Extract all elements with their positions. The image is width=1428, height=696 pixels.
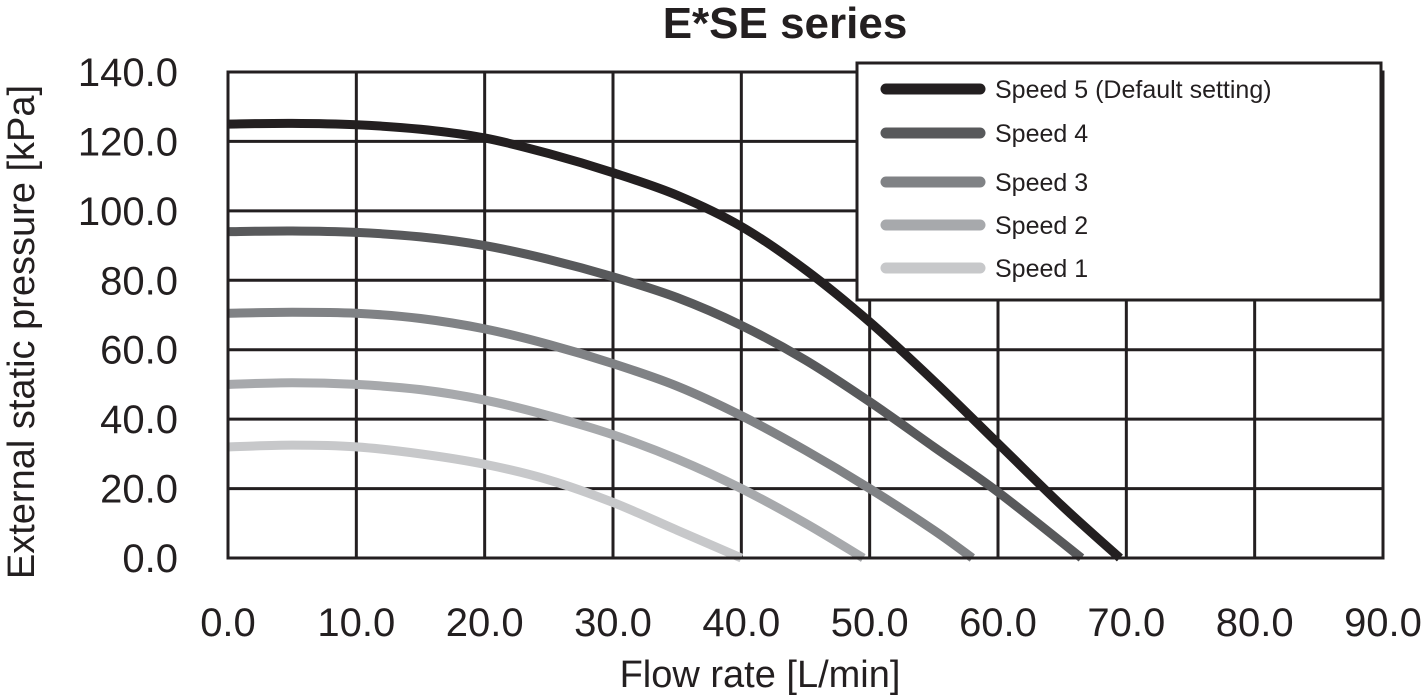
series-lines (227, 118, 1123, 563)
y-tick-label: 0.0 (122, 537, 178, 581)
y-tick-label: 120.0 (78, 120, 178, 164)
plot-frame (226, 70, 1385, 560)
series-line-speed-4 (227, 226, 1085, 562)
y-tick-label: 80.0 (100, 259, 178, 303)
x-tick-label: 20.0 (446, 601, 524, 645)
x-tick-label: 70.0 (1087, 601, 1165, 645)
legend-label: Speed 5 (Default setting) (995, 76, 1272, 104)
y-axis-label: External static pressure [kPa] (1, 85, 43, 579)
legend-label: Speed 1 (995, 255, 1088, 283)
legend: Speed 5 (Default setting) Speed 4 Speed 3 S… (855, 61, 1383, 302)
y-tick-label: 140.0 (78, 51, 178, 95)
x-tick-label: 10.0 (317, 601, 395, 645)
chart-title: E*SE series (663, 0, 908, 48)
series-line-speed-2 (227, 378, 866, 562)
x-tick-label: 80.0 (1216, 601, 1294, 645)
series-line-speed-3 (227, 307, 975, 562)
y-tick-label: 60.0 (100, 329, 178, 373)
y-tick-label: 40.0 (100, 398, 178, 442)
x-tick-label: 60.0 (959, 601, 1037, 645)
x-axis-ticks: 0.0 10.0 20.0 30.0 40.0 50.0 60.0 70.0 80.0 90.0 (200, 601, 1422, 645)
x-tick-label: 0.0 (200, 601, 256, 645)
legend-label: Speed 4 (995, 120, 1088, 148)
series-line-speed-5 (227, 118, 1123, 562)
x-axis-label: Flow rate [L/min] (620, 654, 901, 696)
x-tick-label: 90.0 (1344, 601, 1422, 645)
x-tick-label: 30.0 (574, 601, 652, 645)
y-tick-label: 100.0 (78, 190, 178, 234)
series-line-speed-1 (227, 440, 744, 563)
legend-label: Speed 2 (995, 212, 1088, 240)
y-tick-label: 20.0 (100, 468, 178, 512)
legend-label: Speed 3 (995, 169, 1088, 197)
y-axis-ticks: 0.0 20.0 40.0 60.0 80.0 100.0 120.0 140.0 (78, 51, 178, 581)
x-tick-label: 50.0 (831, 601, 909, 645)
x-tick-label: 40.0 (702, 601, 780, 645)
